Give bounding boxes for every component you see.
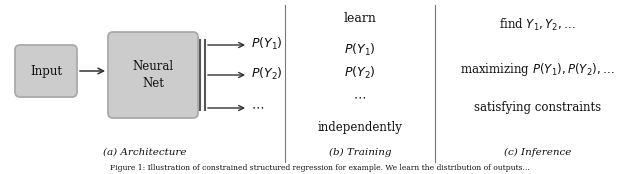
Text: $P(Y_2)$: $P(Y_2)$ bbox=[251, 66, 283, 82]
Text: $P(Y_1)$: $P(Y_1)$ bbox=[344, 42, 376, 58]
Text: learn: learn bbox=[344, 11, 376, 25]
FancyBboxPatch shape bbox=[108, 32, 198, 118]
Text: Neural
Net: Neural Net bbox=[132, 60, 173, 90]
Text: find $Y_1, Y_2, \ldots$: find $Y_1, Y_2, \ldots$ bbox=[499, 17, 576, 33]
Text: $\cdots$: $\cdots$ bbox=[353, 90, 367, 104]
Text: $P(Y_1)$: $P(Y_1)$ bbox=[251, 36, 283, 52]
Text: Figure 1: Illustration of constrained structured regression for example. We lear: Figure 1: Illustration of constrained st… bbox=[110, 164, 530, 172]
Text: satisfying constraints: satisfying constraints bbox=[474, 101, 601, 113]
Text: independently: independently bbox=[317, 121, 403, 135]
FancyBboxPatch shape bbox=[15, 45, 77, 97]
Text: (c) Inference: (c) Inference bbox=[504, 147, 571, 157]
Text: (b) Training: (b) Training bbox=[329, 147, 391, 157]
Text: $P(Y_2)$: $P(Y_2)$ bbox=[344, 65, 376, 81]
Text: Input: Input bbox=[30, 65, 62, 77]
Text: (a) Architecture: (a) Architecture bbox=[103, 148, 187, 156]
Text: maximizing $P(Y_1), P(Y_2), \ldots$: maximizing $P(Y_1), P(Y_2), \ldots$ bbox=[460, 61, 615, 78]
Text: $\cdots$: $\cdots$ bbox=[251, 101, 264, 113]
